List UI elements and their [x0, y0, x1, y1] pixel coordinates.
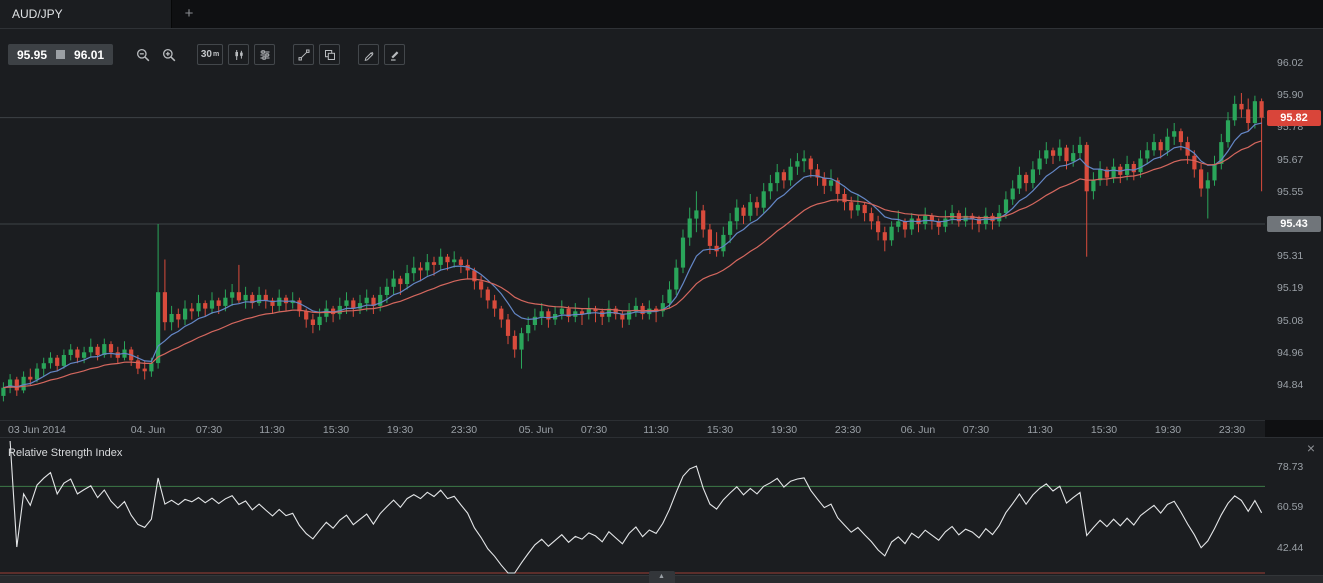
rsi-axis-label: 60.59: [1277, 501, 1304, 514]
rsi-title: Relative Strength Index: [8, 447, 123, 459]
x-axis-label: 03 Jun 2014: [8, 424, 66, 436]
candlestick-icon: [234, 49, 243, 60]
rsi-chart[interactable]: [0, 438, 1265, 575]
annotate-button[interactable]: [358, 44, 380, 65]
rsi-axis-label: 78.73: [1277, 460, 1304, 473]
x-axis-label: 15:30: [1090, 424, 1118, 436]
x-axis-label: 07:30: [195, 424, 223, 436]
x-axis-label: 04. Jun: [130, 424, 166, 436]
tab-title: AUD/JPY: [12, 7, 63, 21]
rsi-panel: Relative Strength Index 78.73 60.59 42.44 …: [0, 437, 1323, 575]
indicators-button[interactable]: [254, 44, 276, 65]
panel-resize-handle[interactable]: ▲: [648, 571, 675, 583]
rsi-axis: 78.73 60.59 42.44: [1265, 438, 1323, 575]
copy-icon: [324, 49, 335, 60]
x-axis-label: 23:30: [1218, 424, 1246, 436]
tab-bar: AUD/JPY +: [0, 0, 1323, 28]
y-axis-label: 95.55: [1277, 185, 1304, 198]
x-axis-label: 07:30: [580, 424, 608, 436]
x-axis-label: 11:30: [1027, 424, 1053, 436]
bottom-scroll-strip[interactable]: ▲: [0, 571, 1323, 583]
x-axis-label: 19:30: [1154, 424, 1182, 436]
y-axis-label: 95.90: [1277, 89, 1304, 102]
rsi-axis-label: 42.44: [1277, 541, 1304, 554]
y-axis-label: 95.08: [1277, 314, 1304, 327]
y-axis-label: 95.67: [1277, 153, 1304, 166]
tab-audjpy[interactable]: AUD/JPY: [0, 0, 172, 28]
magnifier-minus-icon: [136, 48, 149, 61]
draw-button[interactable]: [384, 44, 406, 65]
x-axis-label: 23:30: [450, 424, 478, 436]
trendline-tool-button[interactable]: [293, 44, 315, 65]
x-axis-label: 05. Jun: [518, 424, 554, 436]
x-axis-label: 11:30: [259, 424, 285, 436]
spread-widget[interactable]: 95.95 96.01: [8, 44, 114, 65]
chart-toolbar: 95.95 96.01: [8, 44, 406, 65]
y-axis-label: 95.78: [1277, 121, 1304, 134]
x-axis-label: 07:30: [962, 424, 990, 436]
duplicate-button[interactable]: [319, 44, 341, 65]
main-chart-panel: 95.95 96.01: [0, 28, 1323, 420]
zoom-in-button[interactable]: [158, 44, 179, 65]
x-axis-label: 15:30: [322, 424, 350, 436]
chart-type-button[interactable]: [228, 44, 250, 65]
y-axis-label: 95.31: [1277, 250, 1304, 263]
marker-icon: [390, 50, 398, 61]
price-axis[interactable]: 96.02 95.90 95.78 95.67 95.55 95.43 95.31 95.19…: [1265, 29, 1323, 420]
bid-price: 95.95: [17, 47, 48, 62]
y-axis-label: 94.96: [1277, 346, 1304, 359]
rsi-close-button[interactable]: ×: [1306, 440, 1315, 456]
price-badge: 95.82: [1267, 109, 1321, 126]
x-axis-label: 11:30: [643, 424, 669, 436]
timeframe-value: 30: [200, 49, 212, 60]
x-axis-label: 19:30: [386, 424, 414, 436]
rsi-plot[interactable]: Relative Strength Index: [0, 438, 1265, 575]
y-axis-label: 96.02: [1277, 57, 1304, 69]
chevron-up-icon: ▲: [658, 573, 665, 580]
pencil-icon: [364, 51, 374, 61]
candlestick-plot[interactable]: 95.95 96.01: [0, 29, 1265, 420]
sliders-icon: [260, 49, 270, 60]
trendline-icon: [298, 49, 310, 61]
x-axis-label: 23:30: [834, 424, 862, 436]
time-axis[interactable]: 03 Jun 2014 04. Jun 07:30 11:30 15:30 19:30 23…: [0, 420, 1265, 437]
timeframe-button[interactable]: 30 m: [197, 44, 224, 65]
x-axis-label: 19:30: [770, 424, 798, 436]
y-axis-label: 94.84: [1277, 379, 1304, 391]
x-axis-label: 15:30: [706, 424, 734, 436]
price-badge: 95.43: [1267, 216, 1321, 232]
magnifier-plus-icon: [162, 48, 175, 61]
y-axis-label: 95.19: [1277, 282, 1304, 295]
x-axis-label: 06. Jun: [900, 424, 936, 436]
candlestick-chart[interactable]: [0, 29, 1265, 421]
timeframe-unit: m: [213, 51, 220, 58]
new-tab-button[interactable]: +: [172, 0, 206, 28]
spread-knob-icon: [56, 50, 66, 59]
zoom-out-button[interactable]: [132, 44, 153, 65]
ask-price: 96.01: [74, 47, 105, 62]
